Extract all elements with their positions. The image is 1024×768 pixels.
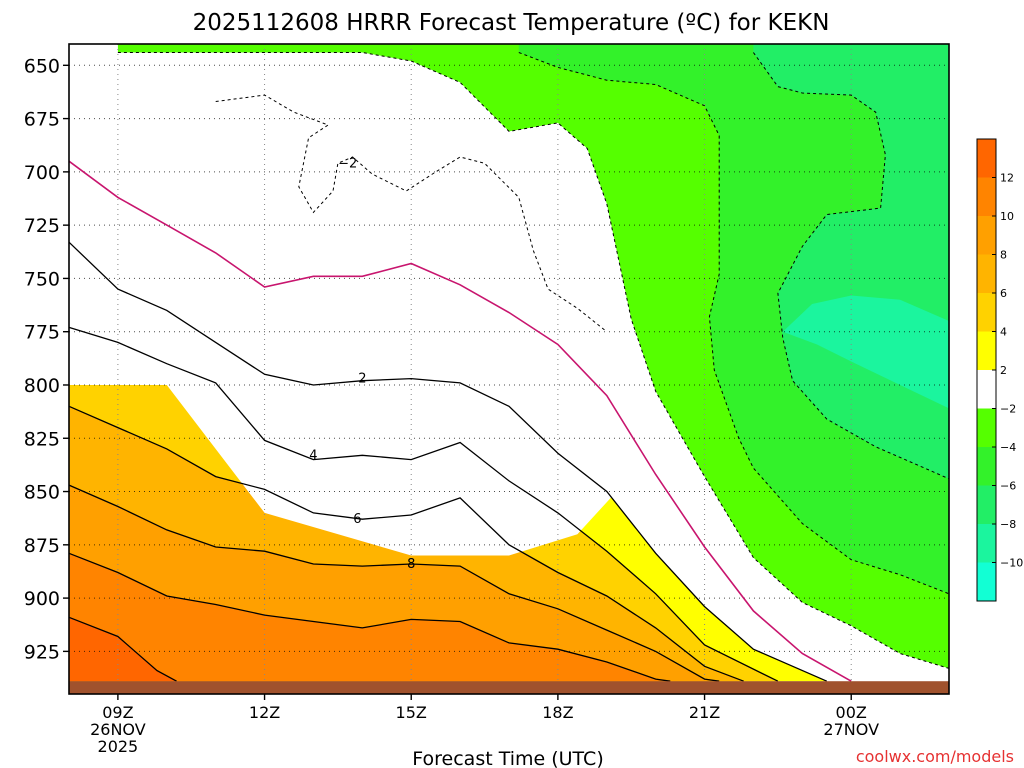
colorbar-swatch <box>977 370 996 409</box>
colorbar-swatch <box>977 293 996 332</box>
colorbar-swatch <box>977 216 996 255</box>
isotherm-line-neg6 <box>518 52 950 595</box>
colorbar-tick-label: −6 <box>1000 480 1016 493</box>
contour-label: 2 <box>358 372 366 387</box>
x-tick-label: 27NOV <box>823 720 879 739</box>
contour-label: −2 <box>338 156 357 171</box>
colorbar-swatch <box>977 331 996 371</box>
colorbar-tick-label: 2 <box>1000 364 1007 377</box>
isotherm-lines <box>68 52 950 682</box>
colorbar-tick-label: 10 <box>1000 210 1014 223</box>
contour-label: 4 <box>309 448 317 463</box>
isotherm-line-10 <box>68 552 671 682</box>
y-tick-label: 725 <box>24 215 60 237</box>
isotherm-line-8 <box>68 484 720 682</box>
colorbar: 12 10 8 6 4 2 −2 −4 −6 −8 −10 <box>976 138 1023 602</box>
colorbar-tick-label: −8 <box>1000 518 1016 531</box>
fill-band-neg6 <box>518 44 949 594</box>
colorbar-tick-label: 4 <box>1000 326 1007 339</box>
contour-labels: −2 2 4 6 8 <box>309 156 415 572</box>
colorbar-swatch <box>977 485 996 525</box>
x-tick-label: 12Z <box>249 703 280 722</box>
colorbar-tick-label: −10 <box>1000 557 1023 570</box>
x-axis-label: Forecast Time (UTC) <box>412 748 603 768</box>
x-tick-label: 26NOV <box>90 720 146 739</box>
y-tick-label: 800 <box>24 375 60 397</box>
x-tick-label: 2025 <box>98 737 139 756</box>
colorbar-tick-label: −2 <box>1000 403 1016 416</box>
y-tick-label: 850 <box>24 482 60 504</box>
y-tick-label: 925 <box>24 641 60 663</box>
colorbar-swatch <box>977 408 996 448</box>
ground-layer <box>69 681 949 694</box>
y-tick-label: 750 <box>24 268 60 290</box>
y-tick-label: 675 <box>24 109 60 131</box>
isotherm-line-neg2 <box>215 94 608 333</box>
contour-label: 6 <box>353 512 361 527</box>
isotherm-line-2 <box>68 241 828 682</box>
x-tick-label: 15Z <box>396 703 427 722</box>
colorbar-tick-label: 6 <box>1000 287 1007 300</box>
y-tick-label: 875 <box>24 535 60 557</box>
chart-title: 2025112608 HRRR Forecast Temperature (ºC… <box>193 10 830 36</box>
fill-pocket-white <box>69 67 632 556</box>
isotherm-line-4 <box>68 326 779 682</box>
contour-label: 8 <box>407 557 415 572</box>
ground-surface <box>69 681 949 694</box>
fill-band-10 <box>69 553 671 682</box>
x-tick-label: 00Z <box>836 703 867 722</box>
credit-text: coolwx.com/models <box>856 747 1014 766</box>
colorbar-tick-label: 8 <box>1000 249 1007 262</box>
colorbar-swatch <box>977 447 996 486</box>
colorbar-swatch <box>977 524 996 563</box>
fill-band-12 <box>69 617 177 682</box>
colorbar-swatch <box>977 254 996 294</box>
isotherm-line-neg8 <box>752 52 950 480</box>
colorbar-swatch <box>977 139 996 178</box>
isotherm-line-12 <box>68 616 177 682</box>
y-tick-label: 825 <box>24 428 60 450</box>
y-tick-label: 650 <box>24 55 60 77</box>
isotherm-line-0 <box>68 160 852 682</box>
colorbar-swatch <box>977 562 996 602</box>
plot-frame <box>68 43 950 695</box>
isotherm-line-6 <box>68 405 744 682</box>
fill-band-neg10 <box>782 295 949 409</box>
x-tick-label: 09Z <box>102 703 133 722</box>
y-axis: 650 675 700 725 750 775 800 825 850 875 900 925 <box>24 55 69 663</box>
y-tick-label: 900 <box>24 588 60 610</box>
colorbar-tick-label: 12 <box>1000 172 1014 185</box>
y-tick-label: 700 <box>24 162 60 184</box>
temperature-fills <box>69 44 949 694</box>
x-tick-label: 18Z <box>542 703 573 722</box>
x-tick-label: 21Z <box>689 703 720 722</box>
colorbar-tick-label: −4 <box>1000 441 1016 454</box>
colorbar-swatch <box>977 177 996 217</box>
y-tick-label: 775 <box>24 322 60 344</box>
